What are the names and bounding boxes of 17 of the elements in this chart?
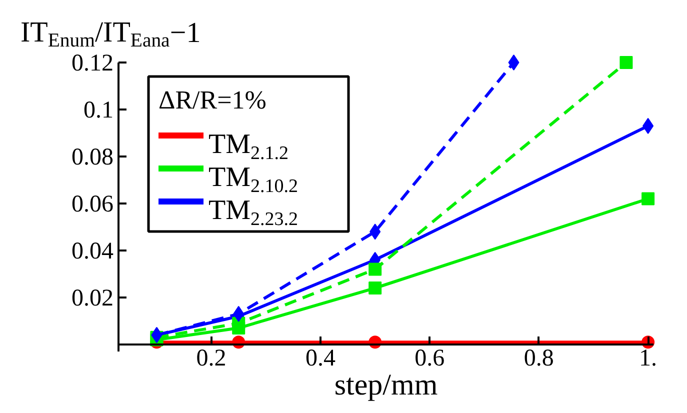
legend-title: ΔR/R=1% bbox=[158, 86, 266, 114]
y-tick-label: 0.1 bbox=[84, 97, 114, 124]
x-tick-label: 0.4 bbox=[305, 345, 336, 372]
x-tick-label: 0.6 bbox=[414, 345, 445, 372]
point bbox=[620, 56, 633, 69]
y-tick-label: 0.12 bbox=[72, 50, 114, 76]
y-tick-label: 0.08 bbox=[72, 144, 114, 170]
point bbox=[368, 282, 382, 295]
point bbox=[508, 54, 520, 70]
x-tick-label: 0.2 bbox=[196, 345, 226, 372]
y-tick-label: 0.06 bbox=[72, 191, 114, 218]
y-tick-label: 0.04 bbox=[72, 238, 114, 264]
x-axis-title: step/mm bbox=[334, 368, 438, 402]
point bbox=[642, 192, 655, 206]
x-tick-label: 1. bbox=[639, 345, 658, 372]
y-tick-label: 0.02 bbox=[72, 285, 114, 312]
x-tick-label: 0.8 bbox=[524, 345, 554, 372]
